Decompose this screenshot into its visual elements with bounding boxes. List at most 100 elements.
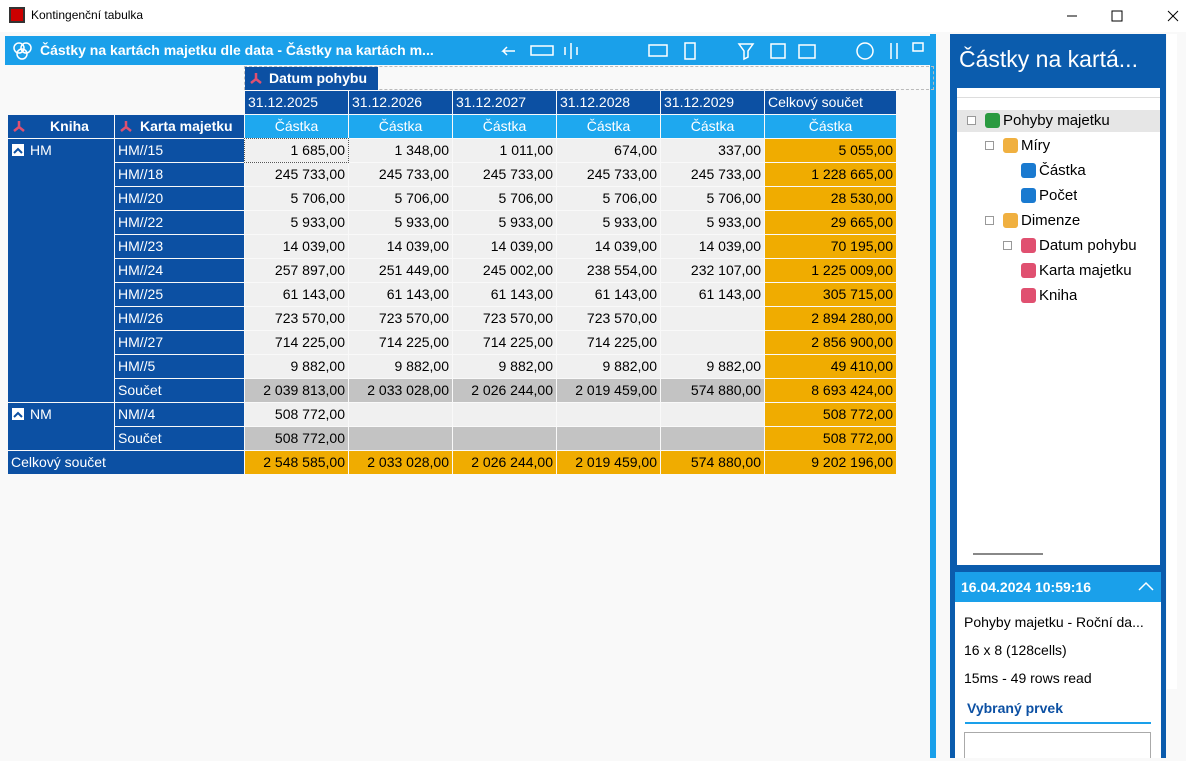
value-cell: 2 026 244,00 — [453, 451, 556, 474]
value-cell: 257 897,00 — [245, 259, 348, 282]
value-cell: 14 039,00 — [245, 235, 348, 258]
group-header: HM — [8, 139, 114, 402]
value-cell: 9 882,00 — [557, 355, 660, 378]
value-cell — [453, 427, 556, 450]
value-cell: 9 882,00 — [349, 355, 452, 378]
value-cell — [661, 427, 764, 450]
collapse-button[interactable] — [11, 407, 25, 421]
column-header: 31.12.2025 — [245, 91, 348, 114]
info-header: 16.04.2024 10:59:16 — [955, 572, 1161, 602]
panel-title: Částky na kartá... — [959, 46, 1138, 72]
column-field[interactable]: Datum pohybu — [245, 67, 378, 90]
value-cell: 5 706,00 — [557, 187, 660, 210]
measure-header: Částka — [765, 115, 896, 138]
toolbar-buttons[interactable] — [497, 39, 927, 63]
total-cell: 5 055,00 — [765, 139, 896, 162]
row-header: HM//20 — [115, 187, 244, 210]
row-header: HM//18 — [115, 163, 244, 186]
toolbar-icon — [13, 42, 32, 60]
value-cell: 14 039,00 — [453, 235, 556, 258]
value-cell: 245 733,00 — [453, 163, 556, 186]
tree-node[interactable]: Kniha — [957, 285, 1160, 307]
total-cell: 2 856 900,00 — [765, 331, 896, 354]
row-header: HM//25 — [115, 283, 244, 306]
tree-node[interactable]: Počet — [957, 185, 1160, 207]
value-cell: 2 033 028,00 — [349, 451, 452, 474]
measure-header: Částka — [245, 115, 348, 138]
measure-header: Částka — [557, 115, 660, 138]
value-cell: 245 733,00 — [557, 163, 660, 186]
value-cell: 574 880,00 — [661, 379, 764, 402]
tree-node[interactable]: Pohyby majetku — [957, 110, 1160, 132]
measure-header: Částka — [661, 115, 764, 138]
field-icon — [250, 73, 262, 84]
tree-expander[interactable] — [1003, 241, 1012, 250]
toolbar: Částky na kartách majetku dle data - Čás… — [5, 36, 934, 65]
value-cell: 245 733,00 — [245, 163, 348, 186]
value-cell: 5 933,00 — [661, 211, 764, 234]
tree-node[interactable]: Dimenze — [957, 210, 1160, 232]
value-cell: 61 143,00 — [661, 283, 764, 306]
tree-label: Karta majetku — [1039, 262, 1132, 279]
window-controls[interactable] — [1050, 0, 1186, 32]
value-cell: 245 733,00 — [661, 163, 764, 186]
value-cell: 245 002,00 — [453, 259, 556, 282]
column-header: 31.12.2027 — [453, 91, 556, 114]
column-header: 31.12.2029 — [661, 91, 764, 114]
tree-icon — [1003, 213, 1018, 228]
tree-label: Kniha — [1039, 287, 1078, 304]
row-field[interactable]: Kniha — [8, 115, 114, 138]
value-cell: 714 225,00 — [557, 331, 660, 354]
value-cell: 337,00 — [661, 139, 764, 162]
total-cell: 508 772,00 — [765, 403, 896, 426]
collapse-info[interactable] — [1131, 572, 1161, 602]
tree-node[interactable]: Karta majetku — [957, 260, 1160, 282]
tree-expander[interactable] — [985, 216, 994, 225]
info-line: Pohyby majetku - Roční da... — [964, 614, 1144, 630]
tree-label: Počet — [1039, 187, 1078, 204]
value-cell: 2 548 585,00 — [245, 451, 348, 474]
value-cell: 1 348,00 — [349, 139, 452, 162]
value-cell: 508 772,00 — [245, 403, 348, 426]
tree-icon — [1021, 188, 1036, 203]
tree-expander[interactable] — [985, 141, 994, 150]
row-header: HM//26 — [115, 307, 244, 330]
row-field[interactable]: Karta majetku — [115, 115, 244, 138]
total-cell: 70 195,00 — [765, 235, 896, 258]
value-cell: 2 033 028,00 — [349, 379, 452, 402]
row-header: HM//23 — [115, 235, 244, 258]
subtotal-header: Součet — [115, 427, 244, 450]
section-underline — [965, 722, 1151, 724]
tree-node[interactable]: Míry — [957, 135, 1160, 157]
value-cell: 5 933,00 — [453, 211, 556, 234]
title-bar: Kontingenční tabulka — [0, 0, 1186, 32]
total-cell: 8 693 424,00 — [765, 379, 896, 402]
group-header: NM — [8, 403, 114, 450]
value-cell — [661, 331, 764, 354]
value-cell: 14 039,00 — [349, 235, 452, 258]
tree-node[interactable]: Datum pohybu — [957, 235, 1160, 257]
collapse-glyph — [13, 411, 23, 418]
tree-icon — [1021, 263, 1036, 278]
tree-expander[interactable] — [967, 116, 976, 125]
collapse-button[interactable] — [11, 143, 25, 157]
value-cell: 251 449,00 — [349, 259, 452, 282]
row-header: HM//22 — [115, 211, 244, 234]
value-cell: 2 026 244,00 — [453, 379, 556, 402]
tree-header — [957, 88, 1160, 98]
total-cell: 2 894 280,00 — [765, 307, 896, 330]
value-cell — [349, 403, 452, 426]
panel-scrollbar — [1167, 34, 1177, 689]
info-line: 15ms - 49 rows read — [964, 670, 1092, 686]
tree-node[interactable]: Částka — [957, 160, 1160, 182]
info-section: Vybraný prvek — [967, 700, 1063, 716]
value-cell: 508 772,00 — [245, 427, 348, 450]
row-header: NM//4 — [115, 403, 244, 426]
selected-item-box — [964, 732, 1151, 758]
value-cell: 2 039 813,00 — [245, 379, 348, 402]
row-header: HM//5 — [115, 355, 244, 378]
row-header: HM//15 — [115, 139, 244, 162]
total-cell: 1 228 665,00 — [765, 163, 896, 186]
